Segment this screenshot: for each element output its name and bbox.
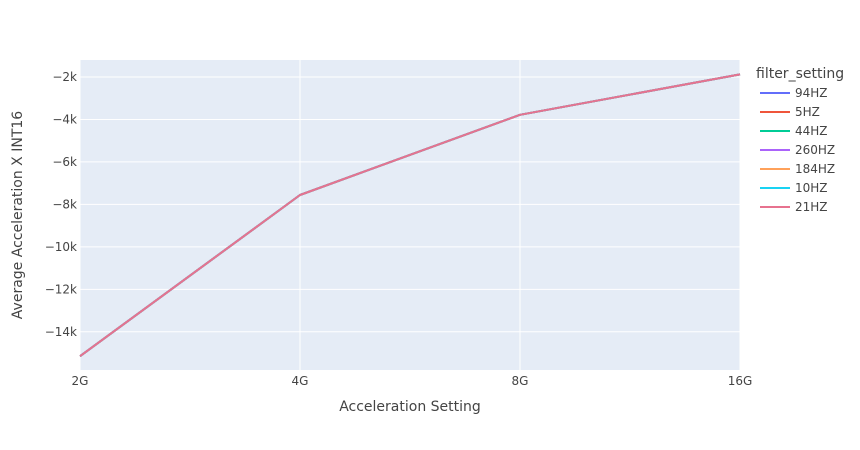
gridlines (79, 60, 741, 370)
x-tick-label: 4G (292, 374, 309, 388)
x-tick-label: 8G (512, 374, 529, 388)
y-tick-label: −10k (45, 240, 77, 254)
legend-label: 10HZ (795, 181, 828, 195)
legend-title: filter_setting (756, 66, 844, 82)
series-line-21hz[interactable] (79, 73, 741, 358)
legend-item-10hz[interactable]: 10HZ (760, 181, 828, 195)
legend-label: 260HZ (795, 143, 835, 157)
legend-label: 44HZ (795, 124, 828, 138)
x-axis-title: Acceleration Setting (339, 399, 481, 415)
legend-label: 5HZ (795, 105, 820, 119)
legend-label: 94HZ (795, 86, 828, 100)
x-tick-label: 2G (72, 374, 89, 388)
y-axis-title: Average Acceleration X INT16 (10, 111, 26, 319)
series-lines[interactable] (79, 73, 741, 358)
plot-background (80, 60, 740, 370)
y-tick-label: −8k (52, 197, 77, 211)
x-axis-ticks: 2G 4G 8G 16G (72, 374, 753, 388)
legend-item-44hz[interactable]: 44HZ (760, 124, 828, 138)
y-tick-label: −14k (45, 325, 77, 339)
y-tick-label: −12k (45, 282, 77, 296)
y-tick-label: −4k (52, 112, 77, 126)
legend-item-184hz[interactable]: 184HZ (760, 162, 835, 176)
legend-item-260hz[interactable]: 260HZ (760, 143, 835, 157)
legend-item-5hz[interactable]: 5HZ (760, 105, 820, 119)
x-tick-label: 16G (728, 374, 753, 388)
legend: filter_setting 94HZ 5HZ 44HZ 260HZ 184HZ 10HZ… (756, 66, 844, 214)
y-tick-label: −6k (52, 155, 77, 169)
y-tick-label: −2k (52, 70, 77, 84)
y-axis-ticks: −14k −12k −10k −8k −6k −4k −2k (45, 70, 77, 339)
legend-label: 21HZ (795, 200, 828, 214)
legend-label: 184HZ (795, 162, 835, 176)
legend-item-21hz[interactable]: 21HZ (760, 200, 828, 214)
legend-item-94hz[interactable]: 94HZ (760, 86, 828, 100)
